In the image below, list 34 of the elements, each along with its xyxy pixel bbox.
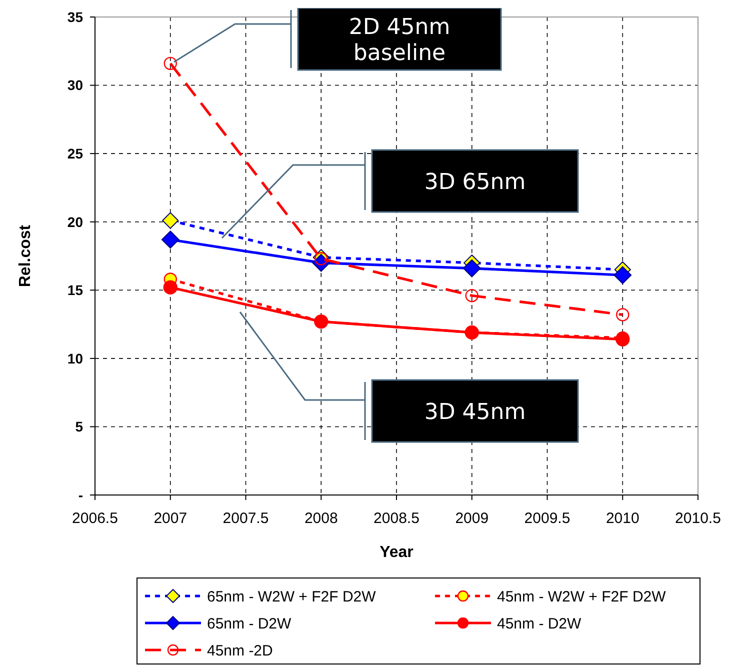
- y-tick-label: 20: [67, 214, 84, 230]
- legend-label: 45nm -2D: [207, 642, 274, 660]
- annotation: 3D 65nm: [424, 170, 526, 195]
- x-tick-label: 2010: [606, 510, 640, 527]
- y-tick-label: 10: [67, 350, 84, 366]
- y-axis-title: Rel.cost: [17, 224, 34, 288]
- y-tick-label: 25: [67, 145, 84, 162]
- legend-label: 65nm - D2W: [207, 615, 292, 632]
- annotation: 3D 45nm: [424, 400, 526, 425]
- x-tick-label: 2008: [304, 510, 338, 527]
- legend-label: 45nm - D2W: [497, 615, 582, 632]
- y-tick-label: 15: [67, 282, 84, 298]
- legend-label: 65nm - W2W + F2F D2W: [207, 588, 377, 606]
- x-axis-title: Year: [380, 544, 414, 561]
- point: [616, 308, 630, 322]
- x-tick-label: 2009: [455, 510, 489, 527]
- y-tick-label: 30: [67, 77, 84, 94]
- point: [163, 280, 178, 295]
- x-tick-label: 2007: [154, 510, 188, 527]
- point: [462, 259, 481, 278]
- x-tick-label: 2008.5: [374, 510, 420, 527]
- point: [614, 266, 632, 284]
- y-tick-label: -: [78, 486, 84, 503]
- y-tick-label: 35: [67, 8, 84, 25]
- point: [465, 289, 478, 302]
- x-tick-label: 2010.5: [675, 510, 721, 527]
- x-tick-label: 2006.5: [72, 510, 118, 527]
- x-tick-label: 2009.5: [524, 510, 570, 527]
- annotation: 2D 45nm baseline: [348, 15, 450, 66]
- point: [164, 56, 177, 70]
- point: [161, 230, 180, 249]
- legend-label: 45nm - W2W + F2F D2W: [497, 588, 667, 606]
- y-tick-label: 5: [75, 418, 84, 435]
- x-tick-label: 2007.5: [222, 510, 269, 527]
